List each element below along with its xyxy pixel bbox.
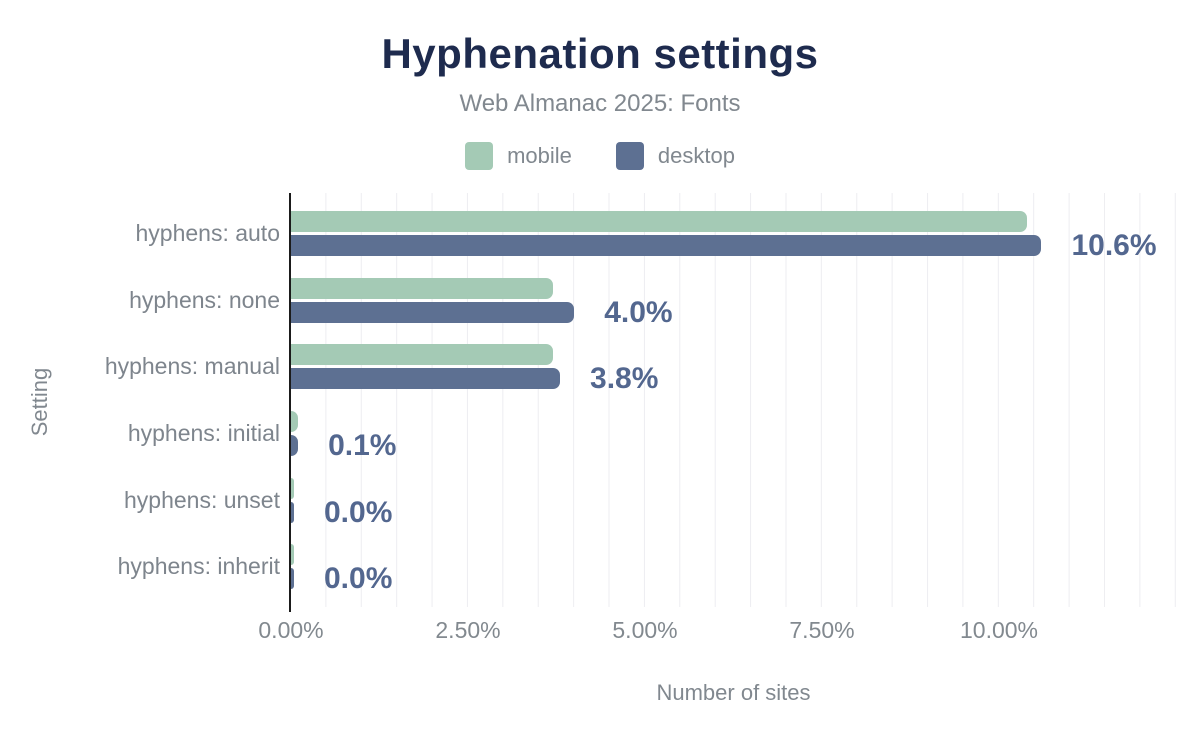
legend-label-mobile: mobile [507,143,572,168]
bar-mobile-hyphens-initial[interactable] [291,410,299,432]
legend-item-desktop[interactable]: desktop [615,142,735,170]
category-label-hyphens-inherit: hyphens: inherit [117,553,280,580]
value-label-hyphens-inherit: 0.0% [324,562,393,596]
x-tick-10.00%: 10.00% [959,617,1039,643]
bar-rows: 10.6% 4.0% 3.8% 0.1% 0.0% 0.0% [291,200,1176,600]
mobile-swatch-icon [465,142,494,170]
bar-group-hyphens-manual: 3.8% [291,333,1176,400]
bar-line-mobile-hyphens-none [291,277,1176,299]
bar-mobile-hyphens-auto[interactable] [291,210,1028,232]
x-tick-7.50%: 7.50% [789,617,855,643]
bar-mobile-hyphens-none[interactable] [291,277,553,299]
bar-mobile-hyphens-unset[interactable] [291,477,294,499]
bar-desktop-hyphens-auto[interactable] [291,234,1042,256]
x-tick-0.00%: 0.00% [258,617,324,643]
bar-line-desktop-hyphens-manual: 3.8% [291,362,1176,396]
bar-line-desktop-hyphens-unset: 0.0% [291,495,1176,529]
legend: mobile desktop [0,140,1200,172]
bar-mobile-hyphens-inherit[interactable] [291,544,294,566]
value-label-hyphens-none: 4.0% [604,295,673,329]
bar-desktop-hyphens-manual[interactable] [291,368,561,390]
category-label-hyphens-auto: hyphens: auto [135,219,280,246]
bar-line-desktop-hyphens-auto: 10.6% [291,228,1176,262]
bar-line-desktop-hyphens-initial: 0.1% [291,428,1176,462]
category-label-hyphens-initial: hyphens: initial [127,419,280,446]
bar-line-desktop-hyphens-none: 4.0% [291,295,1176,329]
legend-label-desktop: desktop [657,143,735,168]
bar-desktop-hyphens-initial[interactable] [291,434,299,456]
plot-area [291,193,1176,607]
bar-line-mobile-hyphens-unset [291,477,1176,499]
bar-group-hyphens-initial: 0.1% [291,400,1176,467]
desktop-swatch-icon [615,142,644,170]
value-label-hyphens-unset: 0.0% [324,495,393,529]
chart-subtitle: Web Almanac 2025: Fonts [459,90,741,117]
bar-line-mobile-hyphens-inherit [291,544,1176,566]
bar-group-hyphens-unset: 0.0% [291,467,1176,534]
bar-mobile-hyphens-manual[interactable] [291,344,553,366]
category-label-hyphens-none: hyphens: none [129,286,280,313]
value-label-hyphens-auto: 10.6% [1071,228,1157,262]
bar-group-hyphens-auto: 10.6% [291,200,1176,267]
chart-title: Hyphenation settings [381,30,819,77]
bar-group-hyphens-none: 4.0% [291,267,1176,334]
bar-desktop-hyphens-unset[interactable] [291,501,294,523]
y-axis-line [289,193,291,612]
x-axis-title: Number of sites [656,680,811,705]
x-tick-5.00%: 5.00% [612,617,678,643]
bar-desktop-hyphens-inherit[interactable] [291,568,294,590]
category-label-hyphens-unset: hyphens: unset [123,486,280,513]
category-labels: hyphens: auto hyphens: none hyphens: manua… [0,200,280,600]
x-axis-ticks: 0.00% 2.50% 5.00% 7.50% 10.00% [258,617,1176,645]
bar-line-mobile-hyphens-initial [291,410,1176,432]
value-label-hyphens-manual: 3.8% [590,362,659,396]
bar-line-mobile-hyphens-auto [291,210,1176,232]
category-label-hyphens-manual: hyphens: manual [104,353,280,380]
legend-item-mobile[interactable]: mobile [465,142,572,170]
bar-line-desktop-hyphens-inherit: 0.0% [291,562,1176,596]
y-axis-title: Setting [27,367,52,437]
bar-group-hyphens-inherit: 0.0% [291,533,1176,600]
bar-desktop-hyphens-none[interactable] [291,301,575,323]
x-tick-2.50%: 2.50% [435,617,501,643]
value-label-hyphens-initial: 0.1% [328,428,397,462]
bar-line-mobile-hyphens-manual [291,344,1176,366]
